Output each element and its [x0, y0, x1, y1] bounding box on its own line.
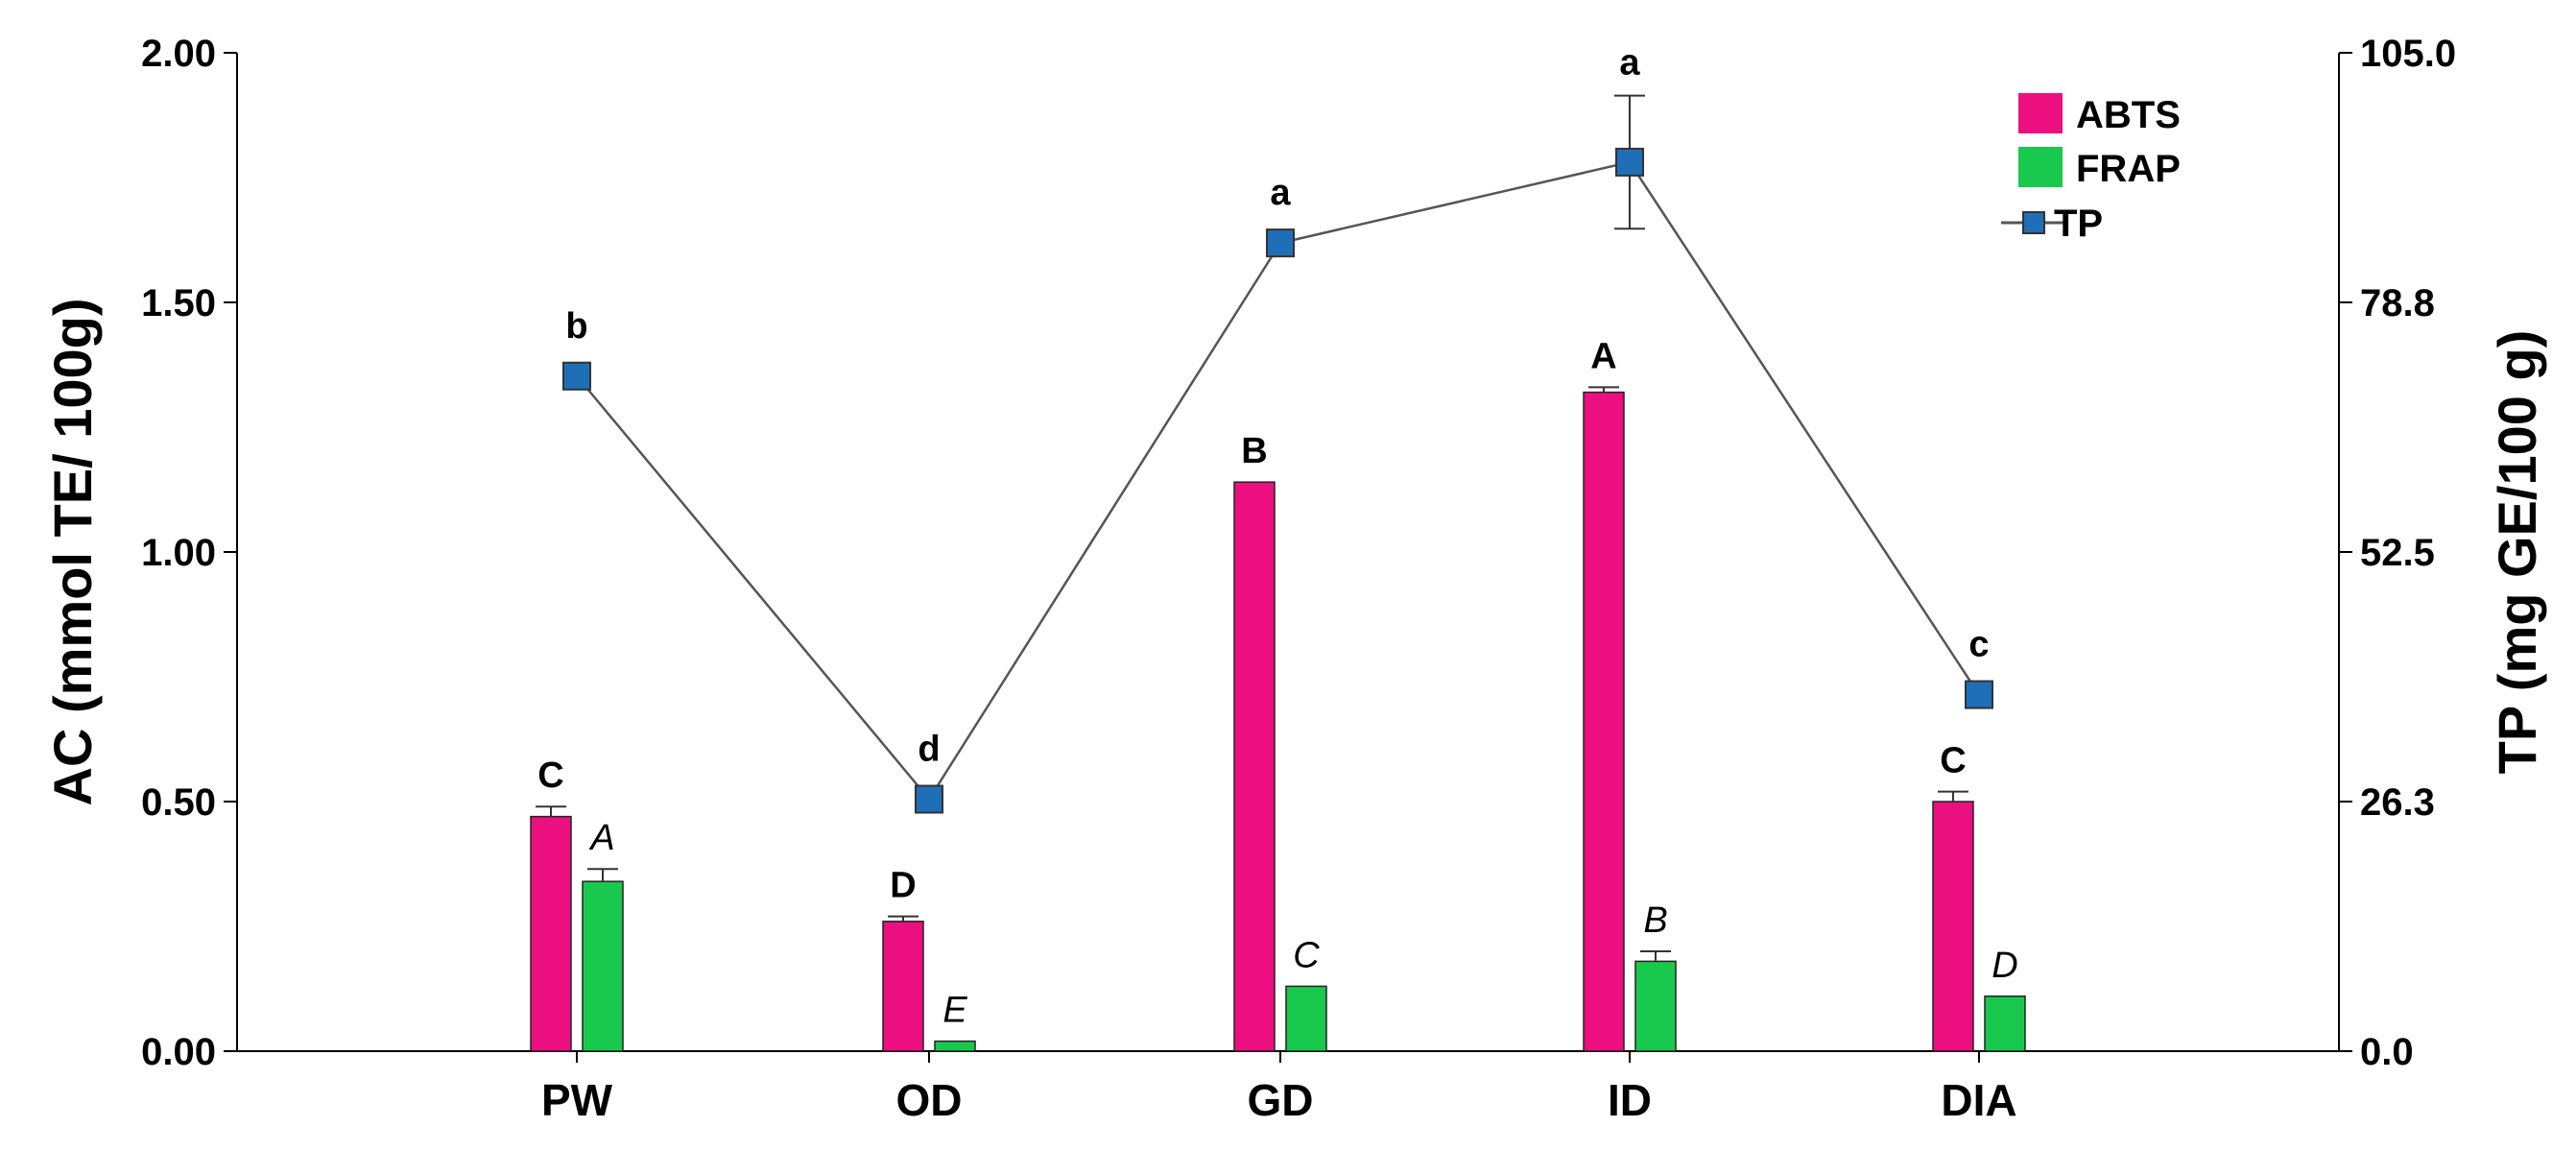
sig-letter-tp: a	[1619, 43, 1640, 84]
legend-label-tp: TP	[2054, 203, 2103, 245]
right-tick-label: 105.0	[2360, 33, 2456, 75]
left-tick-label: 2.00	[141, 33, 216, 75]
legend-swatch-frap	[2018, 147, 2063, 187]
sig-letter-frap: E	[942, 991, 967, 1031]
sig-letter-abts: C	[537, 755, 563, 796]
x-category-labels: PW OD GD ID DIA	[541, 1051, 2017, 1125]
bar-abts	[1583, 391, 1625, 1052]
right-tick-label: 0.0	[2360, 1031, 2414, 1073]
bar-frap	[1634, 960, 1677, 1052]
bar-frap	[1984, 995, 2026, 1052]
sig-letter-frap: B	[1643, 900, 1667, 941]
right-axis-ticks: 0.0 26.3 52.5 78.8 105.0	[2339, 33, 2456, 1073]
legend-label-abts: ABTS	[2076, 94, 2181, 136]
bar-abts	[882, 921, 924, 1052]
tp-line	[576, 160, 1981, 802]
right-tick-label: 52.5	[2360, 532, 2435, 574]
left-axis-ticks: 0.00 0.50 1.00 1.50 2.00	[141, 33, 237, 1073]
x-category-label: DIA	[1941, 1075, 2016, 1125]
legend-marker-tp	[2022, 211, 2045, 234]
x-category-label: ID	[1608, 1075, 1652, 1125]
bar-abts	[530, 815, 572, 1052]
left-tick-label: 0.50	[141, 781, 216, 824]
tp-line-series	[562, 94, 1993, 814]
sig-letter-abts: C	[1940, 741, 1966, 781]
tp-marker	[915, 784, 943, 814]
sig-letter-frap: D	[1992, 946, 2017, 986]
sig-letter-tp: b	[565, 306, 587, 347]
bar-abts	[1233, 481, 1276, 1052]
sig-letter-tp: d	[918, 730, 940, 770]
left-tick-label: 0.00	[141, 1031, 216, 1073]
tp-marker	[1965, 680, 1993, 709]
legend-swatch-abts	[2018, 93, 2063, 133]
sig-letter-abts: B	[1241, 431, 1267, 471]
sig-letter-tp: c	[1968, 625, 1989, 665]
legend: ABTS FRAP TP	[2001, 93, 2181, 245]
x-category-label: OD	[896, 1075, 963, 1125]
right-tick-label: 78.8	[2360, 282, 2435, 324]
sig-letter-abts: D	[890, 866, 916, 906]
right-tick-label: 26.3	[2360, 781, 2435, 824]
x-category-label: PW	[541, 1075, 613, 1125]
left-tick-label: 1.00	[141, 532, 216, 574]
sig-letter-tp: a	[1270, 173, 1291, 213]
bar-frap	[934, 1040, 976, 1052]
sig-letter-frap: C	[1293, 935, 1320, 975]
left-axis-title: AC (mmol TE/ 100g)	[42, 299, 103, 806]
tp-marker	[1615, 147, 1644, 177]
bar-abts	[1932, 801, 1974, 1052]
right-axis-title: TP (mg GE/100 g)	[2487, 330, 2547, 775]
bar-series	[530, 386, 2026, 1052]
x-category-label: GD	[1248, 1075, 1314, 1125]
tp-marker	[1266, 228, 1295, 258]
legend-label-frap: FRAP	[2076, 148, 2181, 190]
bar-frap	[582, 880, 624, 1052]
left-tick-label: 1.50	[141, 282, 216, 324]
sig-letter-abts: A	[1590, 336, 1616, 376]
sig-letter-frap: A	[588, 818, 614, 858]
tp-marker	[562, 361, 591, 391]
bar-frap	[1285, 985, 1327, 1052]
